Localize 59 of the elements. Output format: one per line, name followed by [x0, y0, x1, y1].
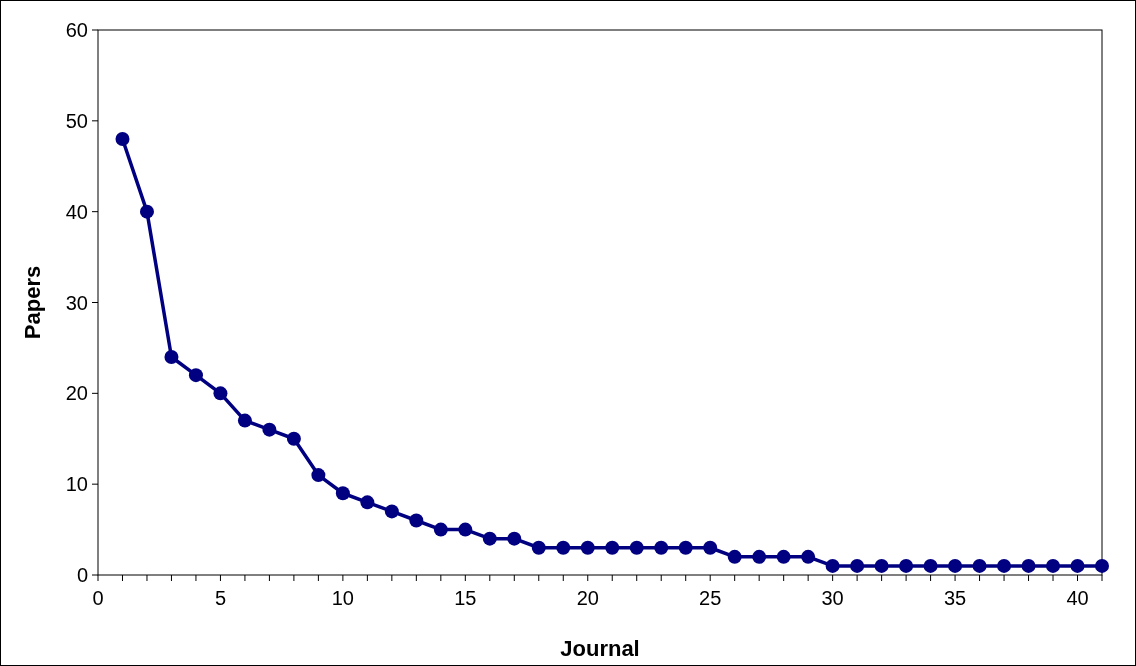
point [507, 531, 522, 546]
point [752, 549, 767, 564]
point [580, 540, 595, 555]
point [482, 531, 497, 546]
point [139, 204, 154, 219]
point [678, 540, 693, 555]
point [556, 540, 571, 555]
point [654, 540, 669, 555]
point [801, 549, 816, 564]
y-tick-label: 20 [65, 382, 88, 405]
point [629, 540, 644, 555]
x-tick-label: 25 [699, 587, 722, 609]
point [458, 522, 473, 537]
x-tick-label: 30 [821, 587, 844, 609]
point [164, 350, 179, 364]
point [433, 522, 448, 537]
x-tick-label: 15 [454, 587, 477, 609]
point [213, 386, 228, 401]
point [727, 549, 742, 564]
point [188, 368, 203, 383]
x-tick-label: 10 [331, 587, 354, 609]
x-tick-label: 35 [943, 587, 967, 609]
y-tick-label: 50 [65, 109, 88, 132]
point [972, 558, 987, 573]
point [237, 413, 252, 428]
point [1046, 558, 1061, 573]
point [1021, 558, 1036, 573]
point [360, 495, 375, 510]
point [335, 486, 350, 501]
y-axis-title: Papers [20, 265, 45, 340]
x-axis-title: Journal [560, 636, 640, 661]
point [825, 558, 840, 573]
point [311, 468, 326, 483]
y-tick-label: 10 [65, 473, 88, 496]
point [948, 558, 963, 573]
point [262, 422, 277, 437]
point [1070, 558, 1085, 573]
x-tick-label: 0 [92, 587, 104, 609]
x-tick-label: 20 [576, 587, 599, 609]
x-tick-label: 5 [214, 587, 226, 609]
point [384, 504, 399, 519]
point [409, 513, 424, 528]
point [531, 540, 546, 555]
y-tick-label: 60 [65, 19, 88, 41]
point [776, 549, 791, 564]
point [874, 558, 889, 573]
y-tick-label: 0 [76, 564, 88, 586]
point [923, 558, 938, 573]
point [850, 558, 865, 573]
y-tick-label: 40 [65, 200, 88, 223]
x-tick-label: 40 [1066, 587, 1089, 609]
point [1095, 558, 1109, 573]
point [703, 540, 718, 555]
point [115, 132, 130, 146]
point [605, 540, 620, 555]
y-tick-label: 30 [65, 291, 88, 314]
point [899, 558, 914, 573]
point [286, 431, 301, 446]
point [997, 558, 1012, 573]
